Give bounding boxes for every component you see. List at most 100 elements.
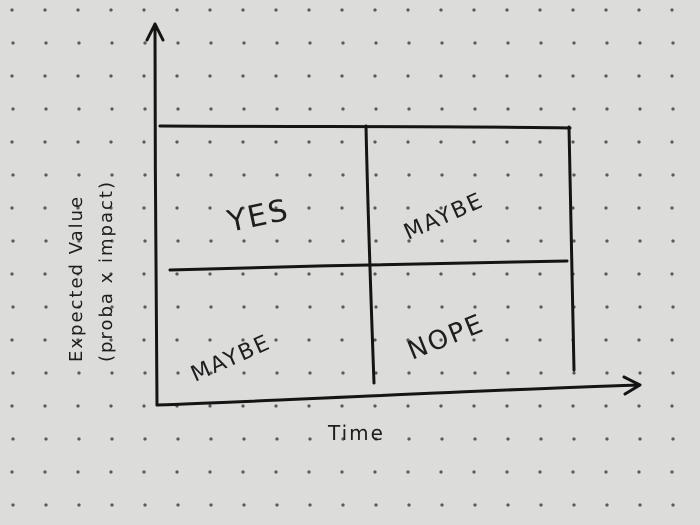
paper-dot	[505, 338, 509, 342]
paper-dot	[44, 437, 48, 441]
paper-dot	[671, 503, 675, 507]
paper-dot	[604, 272, 608, 276]
paper-dot	[638, 371, 642, 375]
paper-dot	[407, 305, 411, 309]
paper-dot	[539, 173, 543, 177]
paper-dot	[77, 305, 81, 309]
paper-dot	[308, 41, 312, 45]
paper-dot	[670, 272, 674, 276]
paper-dot	[44, 371, 48, 375]
paper-dot	[242, 173, 246, 177]
paper-dot	[11, 41, 15, 45]
paper-dot	[77, 503, 81, 507]
paper-dot	[274, 404, 278, 408]
paper-dot	[341, 305, 345, 309]
paper-dot	[506, 41, 510, 45]
paper-dot	[241, 8, 245, 12]
paper-dot	[373, 272, 377, 276]
paper-dot	[208, 140, 212, 144]
paper-dot	[275, 371, 279, 375]
paper-dot	[43, 404, 47, 408]
paper-dot	[439, 8, 443, 12]
paper-dot	[43, 338, 47, 342]
paper-dot	[10, 206, 14, 210]
dot-grid	[10, 8, 675, 507]
paper-dot	[637, 338, 641, 342]
paper-dot	[670, 470, 674, 474]
paper-dot	[44, 107, 48, 111]
paper-dot	[143, 107, 147, 111]
paper-dot	[274, 206, 278, 210]
paper-dot	[341, 437, 345, 441]
quadrant-top-right-label: MAYBE	[400, 188, 488, 245]
paper-dot	[373, 404, 377, 408]
paper-dot	[76, 272, 80, 276]
paper-dot	[473, 41, 477, 45]
paper-dot	[109, 140, 113, 144]
paper-dot	[43, 470, 47, 474]
paper-dot	[109, 74, 113, 78]
paper-dot	[209, 371, 213, 375]
paper-dot	[572, 371, 576, 375]
paper-dot	[77, 107, 81, 111]
paper-dot	[175, 338, 179, 342]
paper-dot	[472, 404, 476, 408]
paper-dot	[209, 239, 213, 243]
paper-dot	[638, 239, 642, 243]
paper-dot	[505, 140, 509, 144]
paper-dot	[505, 470, 509, 474]
paper-dot	[209, 41, 213, 45]
paper-dot	[341, 239, 345, 243]
paper-dot	[110, 305, 114, 309]
paper-dot	[407, 437, 411, 441]
paper-dot	[143, 173, 147, 177]
paper-dot	[637, 470, 641, 474]
paper-dot	[571, 404, 575, 408]
paper-dot	[439, 404, 443, 408]
paper-dot	[440, 173, 444, 177]
paper-dot	[209, 503, 213, 507]
paper-dot	[670, 404, 674, 408]
paper-dot	[571, 206, 575, 210]
paper-dot	[373, 8, 377, 12]
paper-dot	[605, 173, 609, 177]
quadrant-top-left-label: YES	[223, 193, 292, 240]
paper-dot	[571, 470, 575, 474]
paper-dot	[637, 404, 641, 408]
paper-dot	[308, 437, 312, 441]
paper-dot	[76, 140, 80, 144]
paper-dot	[208, 470, 212, 474]
paper-dot	[110, 41, 114, 45]
paper-dot	[506, 503, 510, 507]
paper-dot	[10, 272, 14, 276]
paper-dot	[142, 404, 146, 408]
paper-dot	[176, 371, 180, 375]
paper-dot	[571, 74, 575, 78]
paper-dot	[44, 503, 48, 507]
paper-dot	[605, 371, 609, 375]
paper-dot	[572, 41, 576, 45]
paper-dot	[406, 74, 410, 78]
paper-dot	[175, 140, 179, 144]
paper-dot	[604, 338, 608, 342]
paper-dot	[307, 404, 311, 408]
paper-dot	[175, 206, 179, 210]
paper-dot	[440, 437, 444, 441]
paper-dot	[209, 107, 213, 111]
paper-dot	[209, 173, 213, 177]
paper-dot	[242, 437, 246, 441]
paper-dot	[671, 437, 675, 441]
paper-dot	[539, 371, 543, 375]
paper-dot	[308, 173, 312, 177]
paper-dot	[242, 41, 246, 45]
paper-dot	[539, 503, 543, 507]
paper-dot	[505, 206, 509, 210]
paper-dot	[341, 503, 345, 507]
paper-dot	[175, 272, 179, 276]
matrix-vertical-divider	[364, 124, 376, 385]
paper-dot	[308, 503, 312, 507]
paper-dot	[77, 437, 81, 441]
paper-dot	[142, 272, 146, 276]
paper-dot	[341, 173, 345, 177]
